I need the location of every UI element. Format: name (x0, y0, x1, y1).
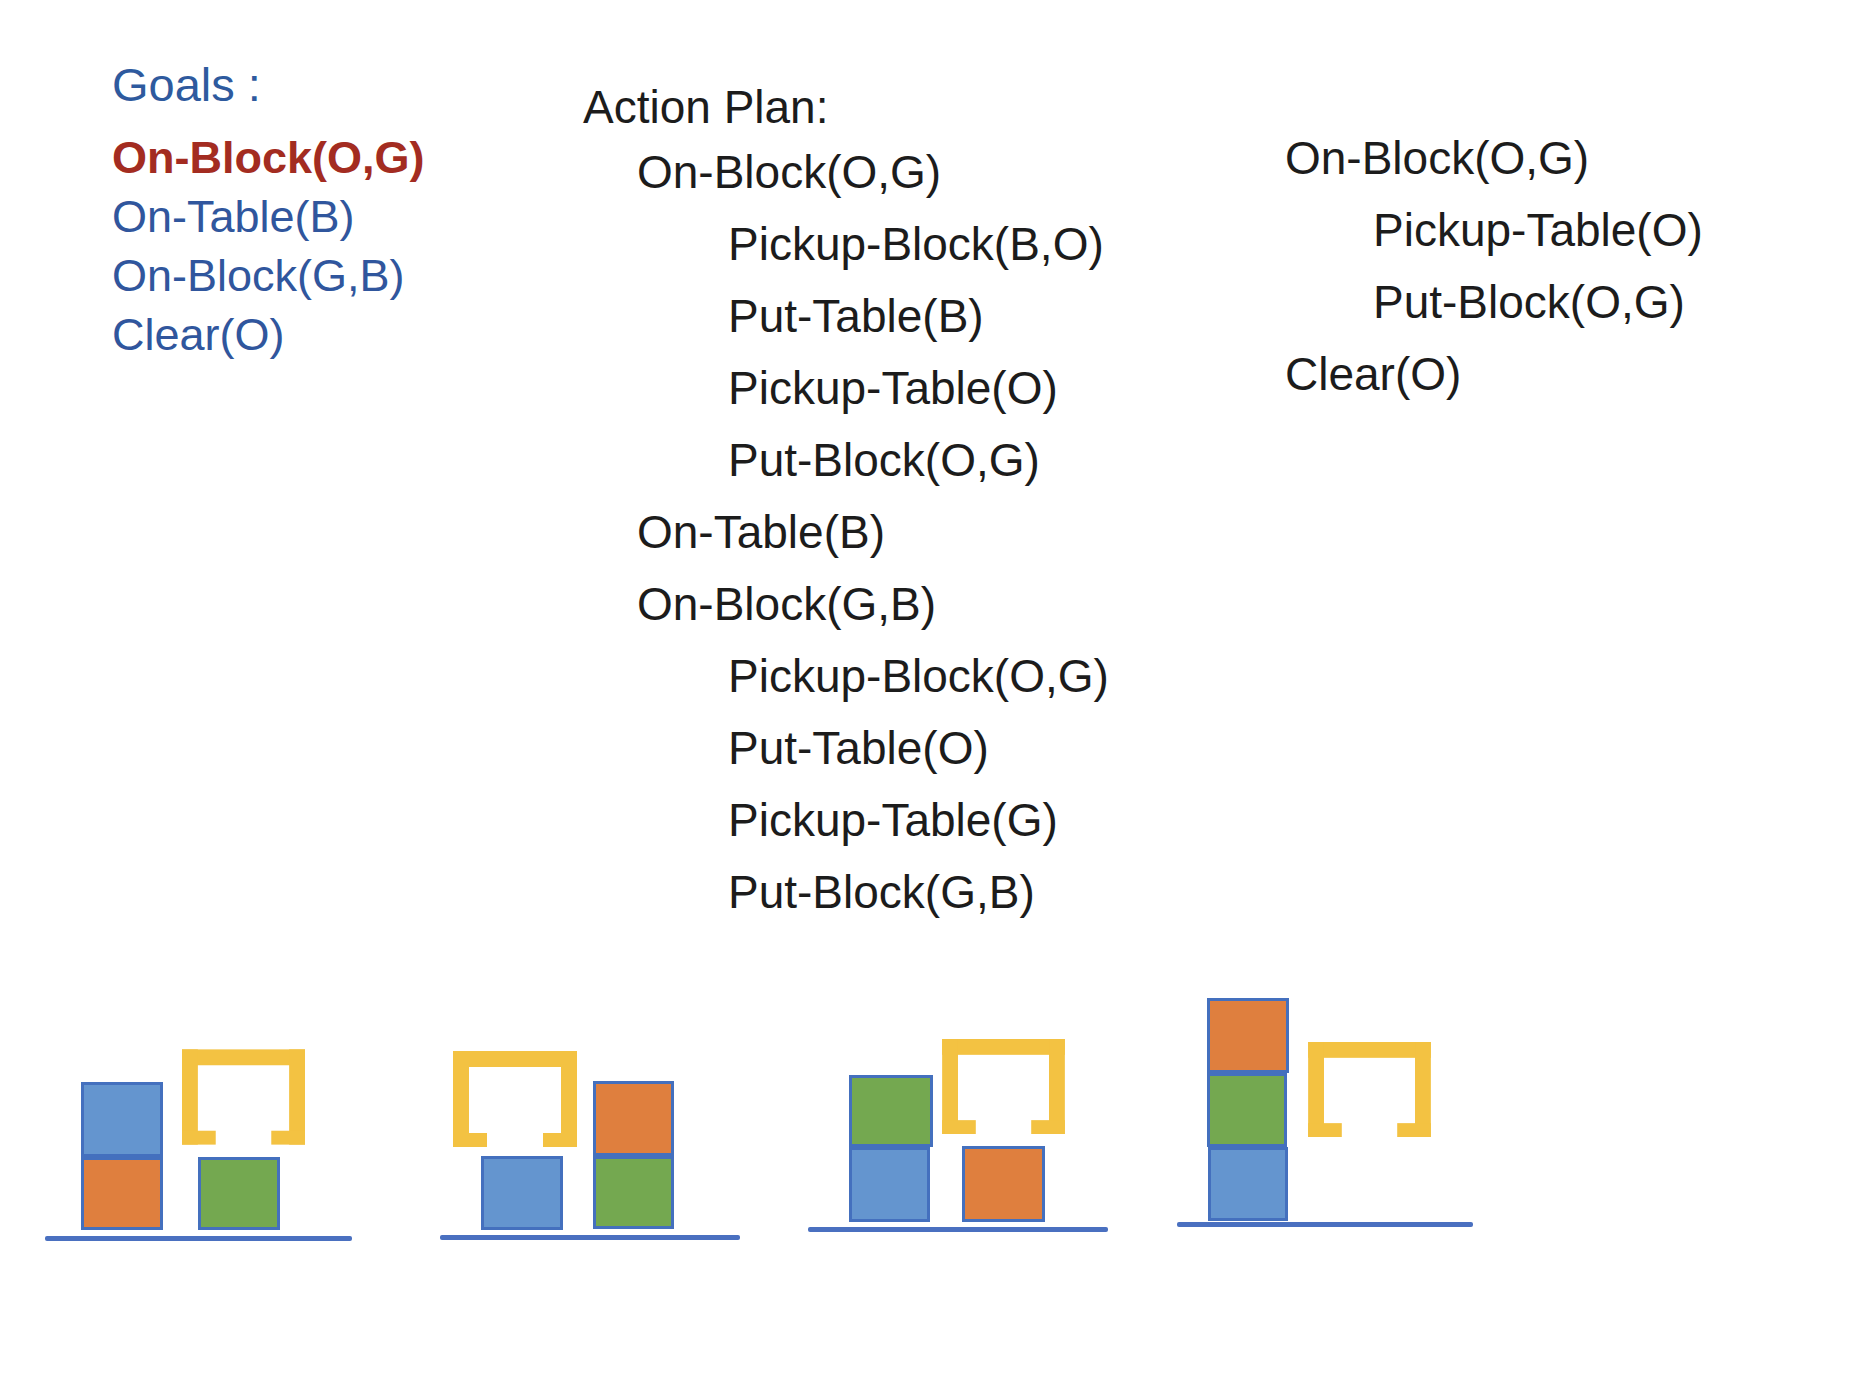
green-block (593, 1156, 674, 1229)
table-line (808, 1227, 1108, 1232)
table-line (440, 1235, 740, 1240)
green-block (849, 1075, 933, 1147)
blue-block (481, 1156, 563, 1230)
orange-block (962, 1146, 1045, 1222)
blue-block (81, 1082, 163, 1157)
green-block (1207, 1073, 1287, 1147)
table-line (45, 1236, 352, 1241)
blocks-world-scene (0, 0, 1870, 1376)
gripper-icon (1307, 1042, 1432, 1137)
orange-block (81, 1157, 163, 1230)
gripper-icon (453, 1051, 577, 1147)
blue-block (1208, 1147, 1288, 1221)
gripper-icon (182, 1049, 305, 1145)
blue-block (849, 1147, 930, 1222)
orange-block (593, 1081, 674, 1156)
orange-block (1207, 998, 1289, 1073)
slide-canvas: Goals : On-Block(O,G)On-Table(B)On-Block… (0, 0, 1870, 1376)
gripper-icon (942, 1039, 1065, 1134)
table-line (1177, 1222, 1473, 1227)
green-block (198, 1157, 280, 1230)
